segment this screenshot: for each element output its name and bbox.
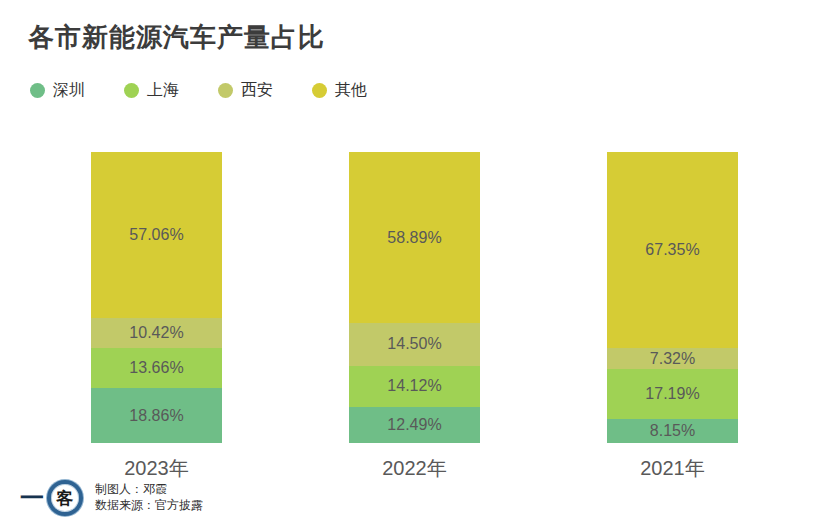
segment-value-label: 12.49% [387, 416, 441, 434]
segment-value-label: 58.89% [387, 229, 441, 247]
bar-column: 58.89%14.50%14.12%12.49%2022年 [349, 152, 480, 443]
legend: 深圳 上海 西安 其他 [30, 80, 367, 101]
x-axis-label: 2021年 [607, 455, 738, 482]
bar-segment[interactable]: 13.66% [91, 348, 222, 388]
credit-source: 数据来源：官方披露 [95, 497, 203, 513]
logo-circle-icon: 客 [47, 480, 83, 516]
bar-segment[interactable]: 17.19% [607, 369, 738, 419]
legend-swatch-icon [218, 83, 233, 98]
segment-value-label: 18.86% [129, 407, 183, 425]
legend-item[interactable]: 深圳 [30, 80, 85, 101]
segment-value-label: 8.15% [650, 422, 695, 440]
segment-value-label: 14.12% [387, 377, 441, 395]
legend-label: 上海 [147, 80, 179, 101]
legend-label: 西安 [241, 80, 273, 101]
bar-segment[interactable]: 8.15% [607, 419, 738, 443]
bar-column: 57.06%10.42%13.66%18.86%2023年 [91, 152, 222, 443]
legend-swatch-icon [124, 83, 139, 98]
legend-item[interactable]: 西安 [218, 80, 273, 101]
bar-segment[interactable]: 57.06% [91, 152, 222, 318]
bar-column: 67.35%7.32%17.19%8.15%2021年 [607, 152, 738, 443]
segment-value-label: 13.66% [129, 359, 183, 377]
bar-segment[interactable]: 12.49% [349, 407, 480, 443]
stacked-bar: 57.06% 10.42% 13.66% 18.86% [91, 152, 222, 443]
x-axis-label: 2022年 [349, 455, 480, 482]
legend-swatch-icon [30, 83, 45, 98]
bar-segment[interactable]: 67.35% [607, 152, 738, 348]
logo-dash-glyph: 一 [20, 481, 44, 515]
legend-swatch-icon [312, 83, 327, 98]
bar-segment[interactable]: 10.42% [91, 318, 222, 348]
stacked-bar-chart: 57.06% 10.42% 13.66% 18.86% 2023年 58.89% 14.50… [0, 152, 837, 492]
yike-logo: 一 客 [20, 480, 83, 516]
legend-item[interactable]: 其他 [312, 80, 367, 101]
bar-segment[interactable]: 58.89% [349, 152, 480, 323]
segment-value-label: 17.19% [645, 385, 699, 403]
bar-segment[interactable]: 14.12% [349, 366, 480, 407]
segment-value-label: 10.42% [129, 324, 183, 342]
bar-segment[interactable]: 18.86% [91, 388, 222, 443]
credits: 制图人：邓霞 数据来源：官方披露 [95, 481, 203, 513]
legend-item[interactable]: 上海 [124, 80, 179, 101]
legend-label: 深圳 [53, 80, 85, 101]
legend-label: 其他 [335, 80, 367, 101]
segment-value-label: 67.35% [645, 241, 699, 259]
stacked-bar: 67.35% 7.32% 17.19% 8.15% [607, 152, 738, 443]
stacked-bar: 58.89% 14.50% 14.12% 12.49% [349, 152, 480, 443]
bar-segment[interactable]: 7.32% [607, 348, 738, 369]
chart-canvas: 各市新能源汽车产量占比 深圳 上海 西安 其他 57.06% 10.42% 13.66% 1… [0, 0, 837, 524]
x-axis-label: 2023年 [91, 455, 222, 482]
segment-value-label: 7.32% [650, 350, 695, 368]
segment-value-label: 57.06% [129, 226, 183, 244]
credit-author: 制图人：邓霞 [95, 481, 203, 497]
segment-value-label: 14.50% [387, 335, 441, 353]
bar-segment[interactable]: 14.50% [349, 323, 480, 365]
chart-title: 各市新能源汽车产量占比 [28, 20, 325, 55]
